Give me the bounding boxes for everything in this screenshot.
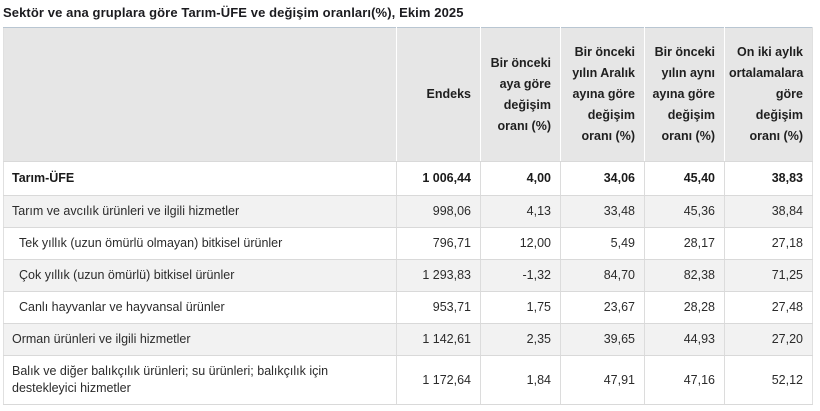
- cell-december-change: 47,91: [560, 355, 645, 405]
- cell-december-change: 33,48: [560, 195, 645, 228]
- col-header-monthly-change: Bir önceki aya göre değişim oranı (%): [480, 27, 561, 162]
- cell-12month-avg-change: 38,83: [724, 161, 813, 196]
- table-row: Çok yıllık (uzun ömürlü) bitkisel ürünle…: [3, 259, 813, 292]
- row-label: Tarım ve avcılık ürünleri ve ilgili hizm…: [3, 195, 397, 228]
- agri-ppi-table: Endeks Bir önceki aya göre değişim oranı…: [3, 27, 813, 405]
- cell-annual-change: 44,93: [644, 323, 725, 356]
- cell-annual-change: 45,40: [644, 161, 725, 196]
- cell-monthly-change: 12,00: [480, 227, 561, 260]
- row-label: Çok yıllık (uzun ömürlü) bitkisel ürünle…: [3, 259, 397, 292]
- cell-12month-avg-change: 71,25: [724, 259, 813, 292]
- cell-annual-change: 47,16: [644, 355, 725, 405]
- cell-december-change: 84,70: [560, 259, 645, 292]
- col-header-sector: [3, 27, 397, 162]
- row-label: Balık ve diğer balıkçılık ürünleri; su ü…: [3, 355, 397, 405]
- cell-monthly-change: 4,13: [480, 195, 561, 228]
- table-row: Tek yıllık (uzun ömürlü olmayan) bitkise…: [3, 227, 813, 260]
- cell-index: 796,71: [396, 227, 481, 260]
- cell-annual-change: 45,36: [644, 195, 725, 228]
- cell-annual-change: 82,38: [644, 259, 725, 292]
- table-row: Tarım ve avcılık ürünleri ve ilgili hizm…: [3, 195, 813, 228]
- cell-index: 1 006,44: [396, 161, 481, 196]
- cell-december-change: 34,06: [560, 161, 645, 196]
- col-header-12month-avg-change: On iki aylık ortalamalara göre değişim o…: [724, 27, 813, 162]
- row-label: Tek yıllık (uzun ömürlü olmayan) bitkise…: [3, 227, 397, 260]
- cell-monthly-change: 1,75: [480, 291, 561, 324]
- table-row-total: Tarım-ÜFE 1 006,44 4,00 34,06 45,40 38,8…: [3, 161, 813, 196]
- cell-december-change: 5,49: [560, 227, 645, 260]
- cell-december-change: 39,65: [560, 323, 645, 356]
- row-label: Tarım-ÜFE: [3, 161, 397, 196]
- page-title: Sektör ve ana gruplara göre Tarım-ÜFE ve…: [3, 5, 464, 20]
- cell-12month-avg-change: 27,20: [724, 323, 813, 356]
- table-header-row: Endeks Bir önceki aya göre değişim oranı…: [3, 27, 813, 162]
- cell-monthly-change: -1,32: [480, 259, 561, 292]
- cell-12month-avg-change: 27,18: [724, 227, 813, 260]
- col-header-december-change: Bir önceki yılın Aralık ayına göre değiş…: [560, 27, 645, 162]
- cell-index: 1 172,64: [396, 355, 481, 405]
- cell-12month-avg-change: 52,12: [724, 355, 813, 405]
- cell-monthly-change: 1,84: [480, 355, 561, 405]
- row-label: Canlı hayvanlar ve hayvansal ürünler: [3, 291, 397, 324]
- table-row: Balık ve diğer balıkçılık ürünleri; su ü…: [3, 355, 813, 405]
- table-row: Orman ürünleri ve ilgili hizmetler 1 142…: [3, 323, 813, 356]
- cell-12month-avg-change: 27,48: [724, 291, 813, 324]
- cell-december-change: 23,67: [560, 291, 645, 324]
- cell-index: 1 293,83: [396, 259, 481, 292]
- cell-index: 953,71: [396, 291, 481, 324]
- cell-index: 998,06: [396, 195, 481, 228]
- cell-index: 1 142,61: [396, 323, 481, 356]
- cell-monthly-change: 4,00: [480, 161, 561, 196]
- row-label: Orman ürünleri ve ilgili hizmetler: [3, 323, 397, 356]
- cell-monthly-change: 2,35: [480, 323, 561, 356]
- cell-annual-change: 28,28: [644, 291, 725, 324]
- col-header-index: Endeks: [396, 27, 481, 162]
- cell-12month-avg-change: 38,84: [724, 195, 813, 228]
- table-row: Canlı hayvanlar ve hayvansal ürünler 953…: [3, 291, 813, 324]
- col-header-annual-change: Bir önceki yılın aynı ayına göre değişim…: [644, 27, 725, 162]
- cell-annual-change: 28,17: [644, 227, 725, 260]
